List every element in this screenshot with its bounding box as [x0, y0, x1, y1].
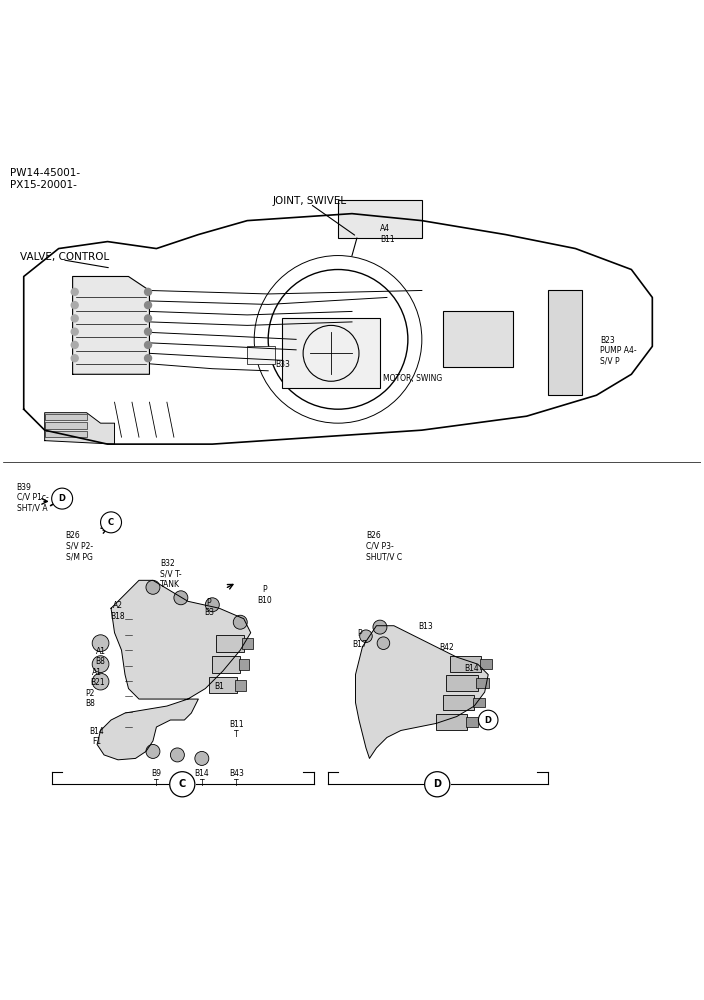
- Text: JOINT, SWIVEL: JOINT, SWIVEL: [273, 196, 347, 206]
- Text: PW14-45001-
PX15-20001-: PW14-45001- PX15-20001-: [10, 168, 80, 190]
- Bar: [242, 638, 253, 649]
- Circle shape: [360, 630, 372, 642]
- Circle shape: [144, 328, 151, 335]
- Text: C: C: [108, 518, 114, 527]
- Bar: [216, 635, 244, 652]
- Circle shape: [71, 341, 78, 348]
- Bar: [282, 318, 380, 388]
- Text: B43
T: B43 T: [230, 769, 244, 788]
- Text: VALVE, CONTROL: VALVE, CONTROL: [20, 252, 110, 262]
- Circle shape: [146, 744, 160, 758]
- Bar: [548, 290, 582, 395]
- Bar: [480, 659, 492, 669]
- Bar: [450, 656, 482, 672]
- Text: D: D: [58, 494, 65, 503]
- Bar: [44, 431, 87, 437]
- Circle shape: [71, 328, 78, 335]
- Circle shape: [373, 620, 387, 634]
- Circle shape: [479, 710, 498, 730]
- Polygon shape: [73, 276, 149, 374]
- Polygon shape: [44, 413, 115, 444]
- Bar: [247, 346, 275, 364]
- Circle shape: [144, 341, 151, 348]
- Text: C: C: [179, 779, 186, 789]
- Circle shape: [377, 637, 390, 649]
- Bar: [239, 659, 249, 670]
- Circle shape: [101, 512, 122, 533]
- Text: P
B3: P B3: [204, 598, 214, 617]
- Polygon shape: [97, 580, 251, 760]
- Polygon shape: [356, 626, 488, 758]
- Circle shape: [233, 615, 247, 629]
- Circle shape: [144, 355, 151, 362]
- Text: P
B10: P B10: [258, 585, 272, 605]
- Text: B26
S/V P2-
S/M PG: B26 S/V P2- S/M PG: [65, 531, 93, 561]
- Text: B23
PUMP A4-
S/V P: B23 PUMP A4- S/V P: [600, 336, 636, 366]
- Circle shape: [71, 355, 78, 362]
- Circle shape: [146, 580, 160, 594]
- Bar: [436, 714, 467, 730]
- Text: B14
F1: B14 F1: [89, 727, 104, 746]
- Circle shape: [195, 751, 209, 765]
- Text: A4
B11: A4 B11: [380, 224, 394, 244]
- Circle shape: [174, 591, 188, 605]
- Text: B13: B13: [418, 622, 433, 631]
- Circle shape: [71, 288, 78, 295]
- Text: MOTOR, SWING: MOTOR, SWING: [384, 374, 443, 383]
- Text: B1: B1: [214, 682, 225, 691]
- Bar: [446, 675, 478, 691]
- Text: P2
B8: P2 B8: [85, 689, 95, 708]
- Circle shape: [92, 673, 109, 690]
- Circle shape: [144, 288, 151, 295]
- Text: B9
T: B9 T: [151, 769, 161, 788]
- Bar: [473, 698, 485, 707]
- Text: B14: B14: [464, 664, 479, 673]
- Text: D: D: [484, 716, 491, 725]
- Text: P
B17: P B17: [352, 629, 367, 649]
- Text: D: D: [433, 779, 441, 789]
- Circle shape: [51, 488, 73, 509]
- Circle shape: [170, 748, 184, 762]
- Circle shape: [170, 772, 195, 797]
- Circle shape: [206, 598, 219, 612]
- Text: A1
B8: A1 B8: [96, 647, 106, 666]
- Circle shape: [92, 656, 109, 673]
- Circle shape: [144, 315, 151, 322]
- Circle shape: [425, 772, 450, 797]
- Bar: [466, 717, 479, 727]
- Circle shape: [71, 302, 78, 309]
- Bar: [477, 678, 489, 688]
- Bar: [338, 200, 422, 238]
- Text: B14
T: B14 T: [194, 769, 209, 788]
- Text: B42: B42: [439, 643, 454, 652]
- Bar: [213, 656, 240, 673]
- Circle shape: [144, 302, 151, 309]
- Bar: [44, 414, 87, 420]
- Text: A1
B21: A1 B21: [89, 668, 104, 687]
- Text: A2
B18: A2 B18: [111, 601, 125, 621]
- Bar: [209, 677, 237, 693]
- Text: B11
T: B11 T: [230, 720, 244, 739]
- Bar: [443, 695, 474, 710]
- Bar: [235, 680, 246, 691]
- Text: B32
S/V T-
TANK: B32 S/V T- TANK: [160, 559, 182, 589]
- Circle shape: [71, 315, 78, 322]
- Text: B26
C/V P3-
SHUT/V C: B26 C/V P3- SHUT/V C: [366, 531, 402, 561]
- Text: B39
C/V P1c-
SHT/V A: B39 C/V P1c- SHT/V A: [17, 483, 49, 512]
- Text: B33: B33: [275, 360, 290, 369]
- Bar: [44, 422, 87, 429]
- Circle shape: [92, 635, 109, 652]
- Bar: [443, 311, 513, 367]
